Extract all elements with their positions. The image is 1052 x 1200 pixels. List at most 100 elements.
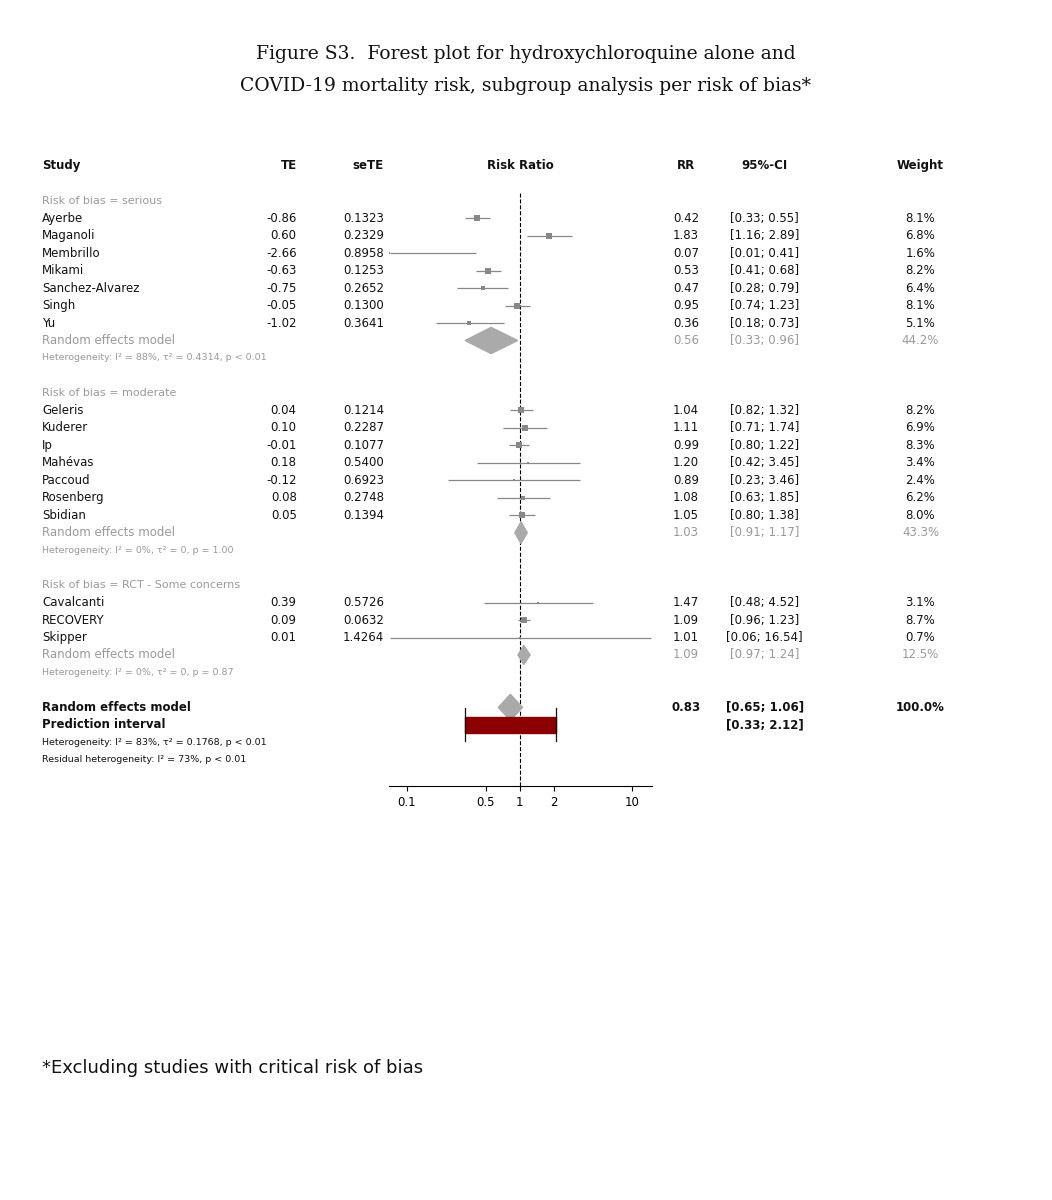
Text: 0.1253: 0.1253 xyxy=(343,264,384,277)
Text: [0.33; 2.12]: [0.33; 2.12] xyxy=(726,719,804,731)
Text: 1.20: 1.20 xyxy=(673,456,699,469)
Polygon shape xyxy=(465,328,518,354)
Text: 8.2%: 8.2% xyxy=(906,404,935,416)
Text: 6.8%: 6.8% xyxy=(906,229,935,242)
Text: [0.42; 3.45]: [0.42; 3.45] xyxy=(730,456,800,469)
Text: Geleris: Geleris xyxy=(42,404,83,416)
Text: 0.09: 0.09 xyxy=(270,613,297,626)
Text: -0.63: -0.63 xyxy=(266,264,297,277)
Text: [0.91; 1.17]: [0.91; 1.17] xyxy=(730,526,800,539)
Text: 0.10: 0.10 xyxy=(270,421,297,434)
Text: Random effects model: Random effects model xyxy=(42,701,191,714)
Text: 0.89: 0.89 xyxy=(673,474,699,487)
Text: -0.01: -0.01 xyxy=(266,439,297,452)
Text: 1.04: 1.04 xyxy=(673,404,699,416)
Text: 0.83: 0.83 xyxy=(671,701,701,714)
Text: Sanchez-Alvarez: Sanchez-Alvarez xyxy=(42,282,140,294)
Text: Residual heterogeneity: I² = 73%, p < 0.01: Residual heterogeneity: I² = 73%, p < 0.… xyxy=(42,755,246,764)
Text: [0.63; 1.85]: [0.63; 1.85] xyxy=(730,491,800,504)
Text: 12.5%: 12.5% xyxy=(902,648,939,661)
Text: [0.48; 4.52]: [0.48; 4.52] xyxy=(730,596,800,610)
Text: Random effects model: Random effects model xyxy=(42,334,175,347)
Text: 1.01: 1.01 xyxy=(673,631,699,644)
Text: Figure S3.  Forest plot for hydroxychloroquine alone and: Figure S3. Forest plot for hydroxychloro… xyxy=(257,44,795,62)
Text: [0.33; 0.96]: [0.33; 0.96] xyxy=(730,334,800,347)
Text: -0.75: -0.75 xyxy=(266,282,297,294)
Text: Rosenberg: Rosenberg xyxy=(42,491,105,504)
Text: Yu: Yu xyxy=(42,317,56,330)
Text: Maganoli: Maganoli xyxy=(42,229,96,242)
Text: [0.41; 0.68]: [0.41; 0.68] xyxy=(730,264,800,277)
Text: [0.01; 0.41]: [0.01; 0.41] xyxy=(730,247,800,259)
Text: 8.3%: 8.3% xyxy=(906,439,935,452)
Text: Ayerbe: Ayerbe xyxy=(42,211,83,224)
Text: Heterogeneity: I² = 88%, τ² = 0.4314, p < 0.01: Heterogeneity: I² = 88%, τ² = 0.4314, p … xyxy=(42,354,267,362)
Text: 100.0%: 100.0% xyxy=(896,701,945,714)
Text: 0.0632: 0.0632 xyxy=(343,613,384,626)
Text: Weight: Weight xyxy=(897,160,944,172)
Text: Membrillo: Membrillo xyxy=(42,247,101,259)
Text: 0.6923: 0.6923 xyxy=(343,474,384,487)
Text: Risk of bias = RCT - Some concerns: Risk of bias = RCT - Some concerns xyxy=(42,580,240,590)
Text: 0.1077: 0.1077 xyxy=(343,439,384,452)
Text: 0.3641: 0.3641 xyxy=(343,317,384,330)
Text: -2.66: -2.66 xyxy=(266,247,297,259)
Text: 0.2287: 0.2287 xyxy=(343,421,384,434)
Text: Kuderer: Kuderer xyxy=(42,421,88,434)
Text: Singh: Singh xyxy=(42,299,76,312)
Text: -0.86: -0.86 xyxy=(266,211,297,224)
Text: 0.60: 0.60 xyxy=(270,229,297,242)
Text: 0.95: 0.95 xyxy=(673,299,699,312)
Text: [0.65; 1.06]: [0.65; 1.06] xyxy=(726,701,804,714)
Text: [0.80; 1.38]: [0.80; 1.38] xyxy=(730,509,800,522)
Text: RR: RR xyxy=(676,160,695,172)
Polygon shape xyxy=(518,646,530,665)
Text: Risk of bias = serious: Risk of bias = serious xyxy=(42,196,162,205)
Text: Skipper: Skipper xyxy=(42,631,87,644)
Text: 0.56: 0.56 xyxy=(673,334,699,347)
Text: 1.08: 1.08 xyxy=(673,491,699,504)
Text: 0.5400: 0.5400 xyxy=(343,456,384,469)
Text: 0.8958: 0.8958 xyxy=(343,247,384,259)
Text: Risk of bias = moderate: Risk of bias = moderate xyxy=(42,388,177,398)
Text: 3.1%: 3.1% xyxy=(906,596,935,610)
Text: Random effects model: Random effects model xyxy=(42,648,175,661)
Text: Study: Study xyxy=(42,160,80,172)
Text: TE: TE xyxy=(281,160,297,172)
Text: Cavalcanti: Cavalcanti xyxy=(42,596,104,610)
Text: 1.47: 1.47 xyxy=(673,596,699,610)
Text: *Excluding studies with critical risk of bias: *Excluding studies with critical risk of… xyxy=(42,1058,423,1078)
Text: Heterogeneity: I² = 0%, τ² = 0, p = 1.00: Heterogeneity: I² = 0%, τ² = 0, p = 1.00 xyxy=(42,546,234,554)
Text: 0.08: 0.08 xyxy=(270,491,297,504)
Text: 0.53: 0.53 xyxy=(673,264,699,277)
Text: -1.02: -1.02 xyxy=(266,317,297,330)
Text: Sbidian: Sbidian xyxy=(42,509,86,522)
Text: 0.1323: 0.1323 xyxy=(343,211,384,224)
Text: [0.96; 1.23]: [0.96; 1.23] xyxy=(730,613,800,626)
Text: -0.05: -0.05 xyxy=(266,299,297,312)
Text: -0.12: -0.12 xyxy=(266,474,297,487)
Text: 5.1%: 5.1% xyxy=(906,317,935,330)
Text: 0.42: 0.42 xyxy=(673,211,699,224)
Text: 8.1%: 8.1% xyxy=(906,299,935,312)
Text: 1.11: 1.11 xyxy=(673,421,699,434)
Text: [0.74; 1.23]: [0.74; 1.23] xyxy=(730,299,800,312)
Text: seTE: seTE xyxy=(352,160,384,172)
Text: 8.0%: 8.0% xyxy=(906,509,935,522)
Text: [0.23; 3.46]: [0.23; 3.46] xyxy=(730,474,800,487)
Text: 0.05: 0.05 xyxy=(270,509,297,522)
Text: 1.6%: 1.6% xyxy=(906,247,935,259)
Text: [0.80; 1.22]: [0.80; 1.22] xyxy=(730,439,800,452)
Text: 8.1%: 8.1% xyxy=(906,211,935,224)
Text: Heterogeneity: I² = 0%, τ² = 0, p = 0.87: Heterogeneity: I² = 0%, τ² = 0, p = 0.87 xyxy=(42,668,234,677)
Polygon shape xyxy=(499,695,523,720)
Text: 6.9%: 6.9% xyxy=(906,421,935,434)
Text: [0.33; 0.55]: [0.33; 0.55] xyxy=(730,211,800,224)
Text: [0.28; 0.79]: [0.28; 0.79] xyxy=(730,282,800,294)
Text: 0.1300: 0.1300 xyxy=(343,299,384,312)
Text: [0.18; 0.73]: [0.18; 0.73] xyxy=(730,317,800,330)
Text: 0.04: 0.04 xyxy=(270,404,297,416)
Text: 0.1394: 0.1394 xyxy=(343,509,384,522)
Polygon shape xyxy=(514,522,527,544)
Text: 3.4%: 3.4% xyxy=(906,456,935,469)
